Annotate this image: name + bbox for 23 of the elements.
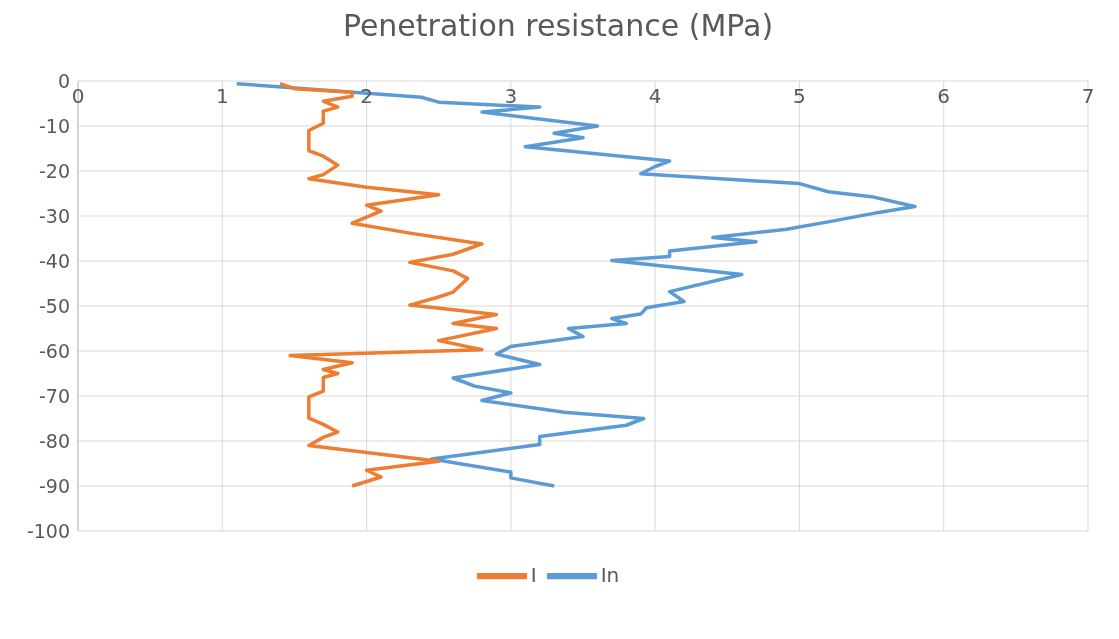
x-tick-label: 0 [71, 84, 85, 108]
legend-label: In [600, 562, 620, 587]
x-tick-label: 3 [504, 84, 518, 108]
line-series [234, 81, 917, 488]
y-tick-label: -60 [38, 339, 70, 362]
x-tick-label: 5 [793, 84, 806, 108]
x-tick-label: 4 [648, 84, 662, 108]
x-tick-label: 1 [215, 84, 229, 108]
y-tick-label: -10 [38, 114, 70, 137]
y-tick-label: -40 [38, 249, 70, 272]
x-tick-label: 6 [937, 84, 951, 108]
y-tick-label: -30 [38, 204, 70, 227]
y-tick-label: -100 [26, 519, 70, 542]
y-tick-label: -80 [38, 429, 70, 452]
legend-label: I [530, 562, 537, 587]
y-tick-label: -20 [38, 159, 70, 182]
y-tick-label: -70 [38, 384, 70, 407]
y-tick-label: 0 [57, 69, 70, 92]
y-tick-label: -90 [38, 474, 70, 497]
chart-title: Penetration resistance (MPa) [341, 8, 775, 43]
line-series [278, 81, 499, 488]
x-tick-label: 7 [1081, 84, 1095, 108]
y-tick-label: -50 [38, 294, 70, 317]
